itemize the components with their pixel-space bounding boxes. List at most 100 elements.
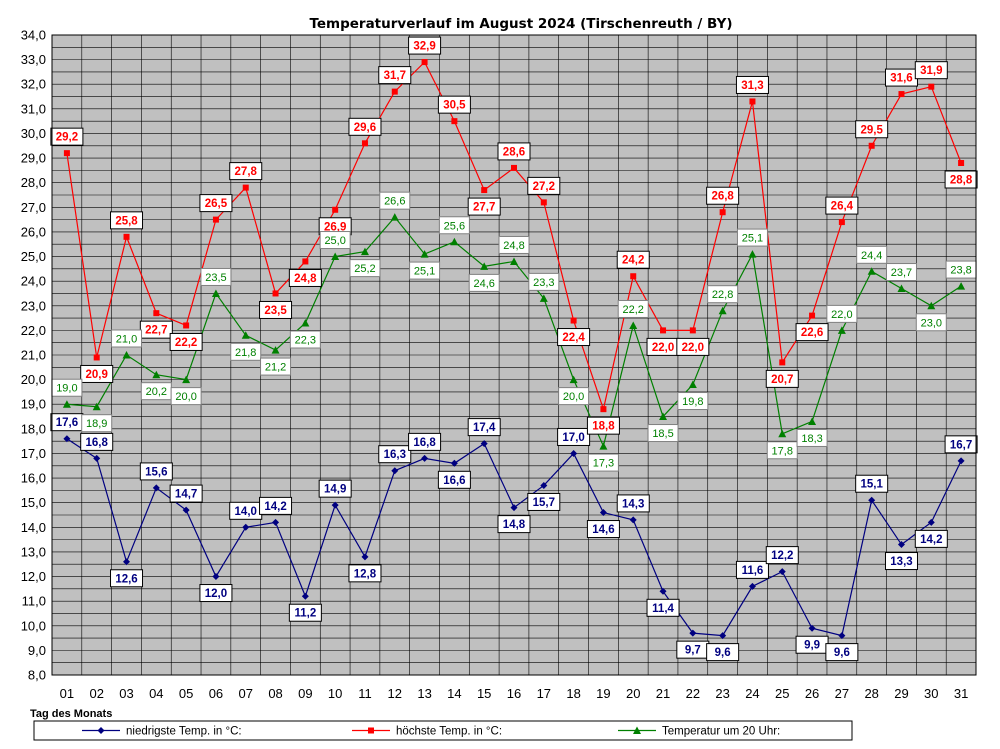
max-temp-point [838,219,845,226]
max-temp-data-label: 30,5 [437,95,471,114]
max-temp-point [302,258,309,265]
y-tick-label: 30,0 [21,126,46,141]
temp-20h-label-box [528,272,560,291]
max-temp-label-box [229,162,263,181]
max-temp-label-box [288,268,322,287]
temp-20h-label-text: 23,5 [205,272,226,284]
min-temp-label-box [616,494,650,513]
min-temp-data-label: 11,6 [735,560,769,579]
min-temp-label-box [825,643,859,662]
temp-20h-data-label: 23,5 [200,267,232,286]
max-temp-label-box [497,142,531,161]
temp-20h-label-text: 24,4 [861,250,882,262]
min-temp-label-text: 11,6 [742,565,764,577]
temp-20h-label-box [677,392,709,411]
temp-20h-data-label: 25,2 [349,259,381,278]
x-tick-label: 03 [119,686,133,701]
min-temp-point [540,481,548,489]
temp-20h-point [92,402,101,411]
temp-20h-label-box [856,245,888,264]
max-temp-point [928,83,935,90]
y-tick-label: 20,0 [21,372,46,387]
y-tick-label: 14,0 [21,520,46,535]
max-temp-label-text: 22,7 [145,325,167,337]
min-temp-label-text: 16,6 [443,475,465,487]
min-temp-label-text: 12,2 [771,550,793,562]
min-temp-label-box [348,564,382,583]
temp-20h-label-box [438,216,470,235]
min-temp-point [421,454,429,462]
max-temp-label-box [110,211,144,230]
max-temp-data-label: 26,5 [199,194,233,213]
max-temp-label-box [586,416,620,435]
max-temp-label-box [706,186,740,205]
min-temp-data-label: 14,7 [169,484,203,503]
max-temp-data-label: 24,2 [616,250,650,269]
temp-20h-point [182,375,191,384]
temp-20h-data-label: 25,6 [438,216,470,235]
temp-20h-label-box [230,342,262,361]
temp-20h-label-text: 25,2 [354,263,375,275]
max-temp-label-box [408,36,442,55]
min-temp-data-label: 9,6 [825,643,859,662]
min-temp-data-label: 9,7 [676,640,710,659]
min-temp-point [659,587,667,595]
temp-20h-data-label: 19,0 [51,378,83,397]
temp-20h-label-text: 23,0 [921,317,942,329]
min-temp-data-label: 14,8 [497,515,531,534]
min-temp-data-label: 16,8 [80,432,114,451]
temp-20h-data-label: 23,8 [945,260,977,279]
min-temp-point [510,504,518,512]
max-temp-label-text: 26,9 [324,221,346,233]
min-temp-label-text: 15,7 [533,497,555,509]
max-temp-label-box [914,61,948,80]
x-tick-label: 12 [388,686,402,701]
min-temp-label-box [855,474,889,493]
max-temp-data-label: 26,8 [706,186,740,205]
min-temp-data-label: 16,3 [378,445,412,464]
x-tick-label: 18 [566,686,580,701]
temp-20h-point [390,213,399,221]
x-tick-label: 09 [298,686,312,701]
max-temp-data-label: 29,2 [50,127,84,146]
min-temp-legend-marker [97,727,105,734]
temp-20h-label-text: 20,0 [563,391,584,403]
max-temp-label-text: 26,5 [205,198,228,210]
temp-20h-point [510,257,518,265]
min-temp-point [391,467,399,475]
max-temp-data-label: 32,9 [408,36,442,55]
x-tick-label: 31 [954,686,968,701]
max-temp-label-text: 24,2 [622,255,644,267]
y-tick-label: 33,0 [21,52,46,67]
min-temp-point [808,624,816,632]
max-temp-label-box [527,176,561,195]
y-tick-label: 28,0 [21,175,46,190]
max-temp-data-label: 31,7 [378,66,412,85]
temp-20h-label-box [796,428,828,447]
y-tick-label: 11,0 [22,594,46,609]
temp-20h-point [629,321,638,329]
x-tick-label: 23 [715,686,729,701]
min-temp-label-box [884,552,918,571]
max-temp-point [212,216,219,223]
min-temp-label-box [706,643,740,662]
min-temp-label-text: 14,0 [235,506,257,518]
x-tick-label: 07 [239,686,253,701]
min-temp-point [152,484,160,492]
y-tick-label: 10,0 [21,618,46,633]
min-temp-label-text: 17,6 [56,417,78,429]
temp-20h-data-label: 24,8 [498,235,530,254]
min-temp-point [689,629,697,637]
max-temp-point [183,322,190,329]
y-tick-label: 15,0 [21,495,46,510]
max-temp-point [63,150,70,157]
min-temp-label-text: 16,7 [950,439,972,451]
max-temp-point [242,184,249,191]
min-temp-label-text: 14,7 [175,489,197,501]
y-tick-label: 27,0 [21,200,46,215]
max-temp-data-label: 31,9 [914,61,948,80]
max-temp-point [123,233,130,240]
max-temp-data-label: 27,2 [527,176,561,195]
temp-20h-label-text: 25,0 [324,235,345,247]
min-temp-point [927,518,935,526]
